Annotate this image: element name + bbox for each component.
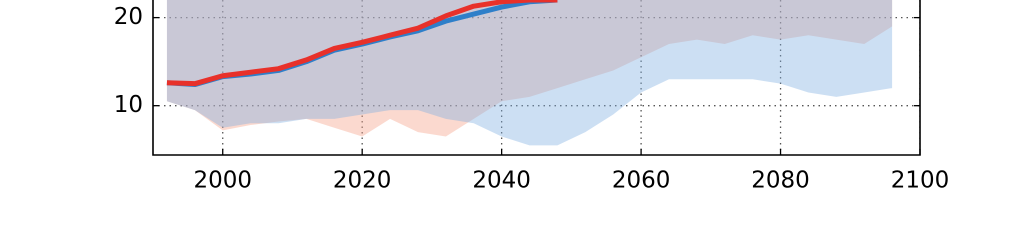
x-tick-label: 2000 — [193, 168, 252, 194]
chart: 2000 2020 2040 2060 2080 2100 10 20 — [114, 0, 950, 194]
range-band — [166, 0, 893, 137]
range-band — [166, 0, 893, 146]
axes: 2000 2020 2040 2060 2080 2100 10 20 — [114, 0, 950, 194]
series-line — [166, 0, 558, 87]
plot-area — [153, 0, 920, 155]
y-tick-label: 20 — [114, 4, 143, 30]
x-tick-label: 2040 — [472, 168, 531, 194]
x-tick-label: 2100 — [891, 168, 950, 194]
x-tick-label: 2020 — [333, 168, 392, 194]
x-tick-label: 2080 — [751, 168, 810, 194]
axes-frame — [152, 0, 921, 156]
x-tick-label: 2060 — [612, 168, 671, 194]
y-tick-label: 10 — [114, 92, 143, 118]
